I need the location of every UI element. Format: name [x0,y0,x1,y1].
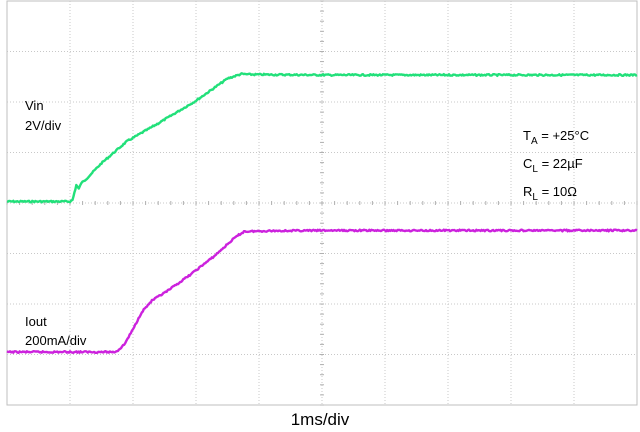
condition-capacitance: CL = 22µF [523,156,583,175]
trace-vin [6,72,638,204]
trace-iout [6,228,638,354]
trace-layer [6,72,638,354]
condition-resistance: RL = 10Ω [523,184,577,203]
graticule-grid [6,0,638,406]
iout-scale-label: 200mA/div [25,333,87,348]
vin-scale-label: 2V/div [25,118,62,133]
vin-label: Vin [25,98,44,113]
iout-label: Iout [25,314,47,329]
x-axis-label: 1ms/div [291,410,350,429]
condition-temperature: TA = +25°C [523,128,589,147]
